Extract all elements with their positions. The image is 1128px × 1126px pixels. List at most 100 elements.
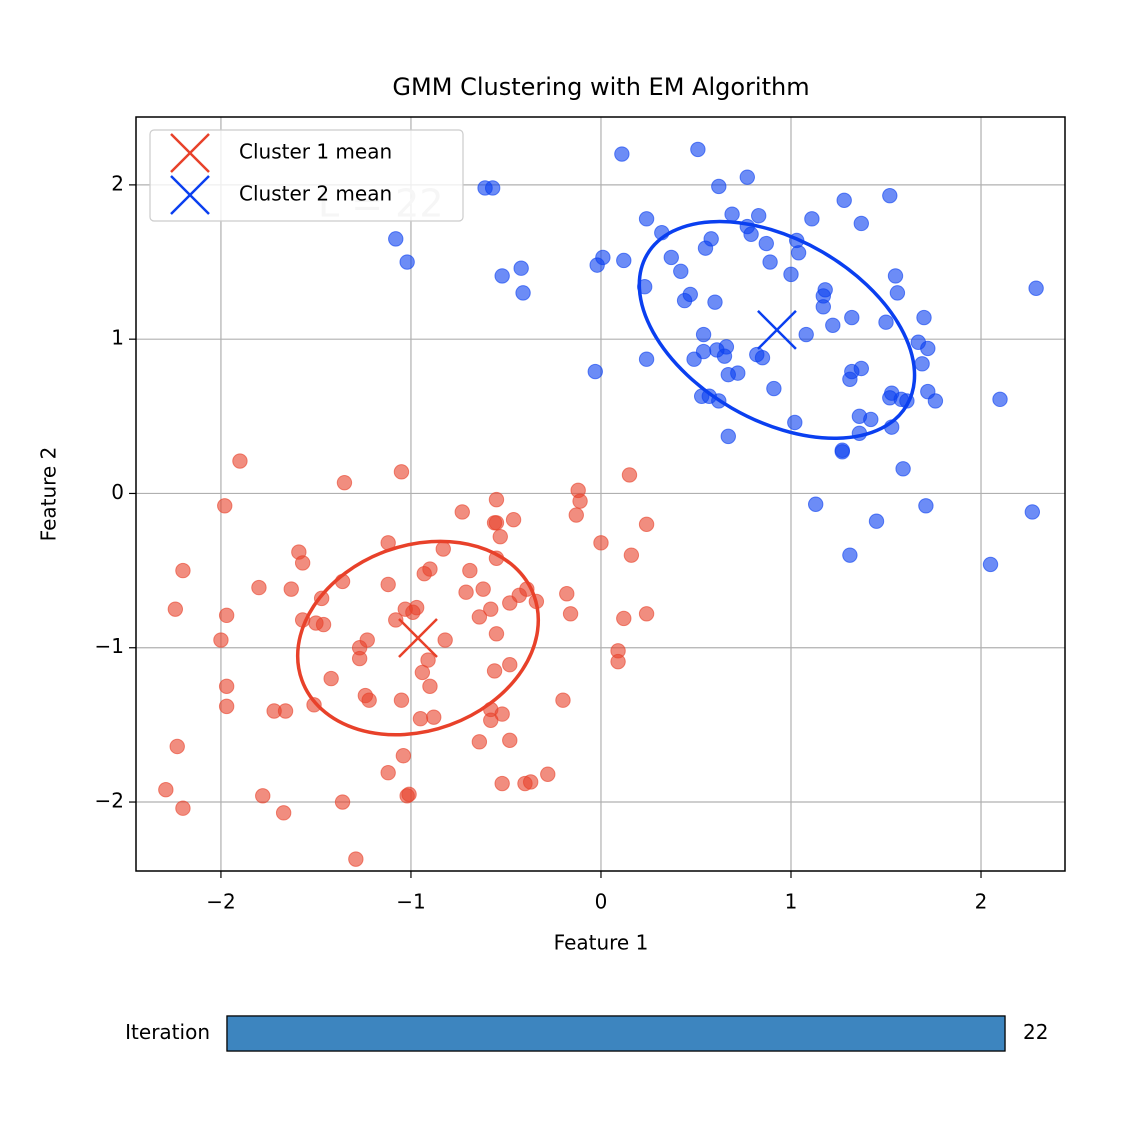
slider-label: Iteration xyxy=(125,1020,210,1044)
data-point xyxy=(515,285,531,301)
data-point xyxy=(815,299,831,315)
data-point xyxy=(572,493,588,509)
data-point xyxy=(697,240,714,256)
data-point xyxy=(255,788,271,804)
data-point xyxy=(804,211,820,227)
data-point xyxy=(169,738,185,755)
data-point xyxy=(251,579,267,596)
plot-frame xyxy=(135,116,1066,872)
data-point xyxy=(927,393,944,409)
slider-fill[interactable] xyxy=(226,1015,1006,1052)
data-point xyxy=(882,187,898,204)
data-point xyxy=(878,314,894,330)
mean-marker xyxy=(757,310,797,350)
slider-value: 22 xyxy=(1023,1020,1048,1044)
data-point xyxy=(798,326,814,343)
data-point xyxy=(787,414,803,431)
data-point xyxy=(283,581,299,597)
data-point xyxy=(388,231,404,247)
data-point xyxy=(175,562,191,579)
x-tick-label: 0 xyxy=(595,890,608,914)
data-point xyxy=(426,709,442,725)
data-point xyxy=(1024,504,1041,520)
data-point xyxy=(825,317,841,333)
chart-title: GMM Clustering with EM Algorithm xyxy=(392,73,809,101)
data-point xyxy=(766,380,782,397)
data-point xyxy=(218,678,235,695)
data-point xyxy=(682,286,698,303)
data-point xyxy=(568,507,584,523)
legend-stroke xyxy=(170,175,210,215)
data-point xyxy=(593,535,609,551)
data-point xyxy=(616,610,632,627)
data-point xyxy=(790,245,807,261)
data-point xyxy=(707,294,723,310)
data-point xyxy=(277,703,294,719)
data-point xyxy=(275,805,292,821)
x-tick-label: −1 xyxy=(396,890,425,914)
data-point xyxy=(749,346,765,363)
data-point xyxy=(562,606,579,622)
y-axis-label: Feature 2 xyxy=(37,447,61,542)
data-point xyxy=(437,632,453,648)
data-point xyxy=(614,146,630,162)
data-point xyxy=(435,541,451,557)
data-point xyxy=(218,607,235,624)
data-point xyxy=(914,356,930,372)
data-point xyxy=(405,604,421,620)
data-point xyxy=(502,732,518,749)
data-point xyxy=(522,774,539,790)
legend-label: Cluster 1 mean xyxy=(239,140,392,164)
data-point xyxy=(416,565,432,582)
data-point xyxy=(323,670,339,687)
data-point xyxy=(488,626,505,642)
data-point xyxy=(834,442,850,458)
data-point xyxy=(895,461,911,477)
y-tick-label: 0 xyxy=(111,480,124,504)
data-point xyxy=(709,342,725,358)
data-point xyxy=(720,366,736,383)
data-point xyxy=(488,515,505,531)
data-point xyxy=(882,390,898,406)
data-point xyxy=(454,504,470,520)
data-point xyxy=(762,254,778,270)
data-point xyxy=(399,254,415,270)
data-point xyxy=(711,178,727,195)
data-point xyxy=(494,268,510,284)
y-tick-label: −1 xyxy=(95,634,124,658)
data-point xyxy=(807,496,824,512)
data-point xyxy=(844,309,860,326)
data-point xyxy=(488,491,505,508)
data-point xyxy=(471,609,488,625)
data-point xyxy=(992,391,1008,408)
data-point xyxy=(868,513,885,529)
data-point xyxy=(294,555,311,571)
data-point xyxy=(686,351,702,367)
data-point xyxy=(623,547,640,563)
data-point xyxy=(638,606,655,622)
data-point xyxy=(555,692,571,708)
data-point xyxy=(638,211,655,227)
data-point xyxy=(695,326,712,343)
data-point xyxy=(513,260,529,276)
data-point xyxy=(315,616,332,633)
data-point xyxy=(690,141,706,158)
data-point xyxy=(853,215,870,232)
data-point xyxy=(475,581,491,597)
y-tick-label: −2 xyxy=(95,789,124,813)
data-point xyxy=(471,734,488,750)
data-point xyxy=(638,351,655,367)
data-point xyxy=(388,612,404,628)
data-point xyxy=(492,528,508,545)
covariance-ellipse xyxy=(295,539,541,737)
data-point xyxy=(673,263,689,279)
data-point xyxy=(842,547,858,563)
data-point xyxy=(484,180,501,196)
x-tick-label: −2 xyxy=(206,890,235,914)
data-point xyxy=(720,428,736,445)
data-point xyxy=(638,516,655,533)
data-point xyxy=(458,584,474,600)
data-point xyxy=(494,706,510,722)
data-point xyxy=(853,360,870,377)
data-point xyxy=(889,285,906,301)
